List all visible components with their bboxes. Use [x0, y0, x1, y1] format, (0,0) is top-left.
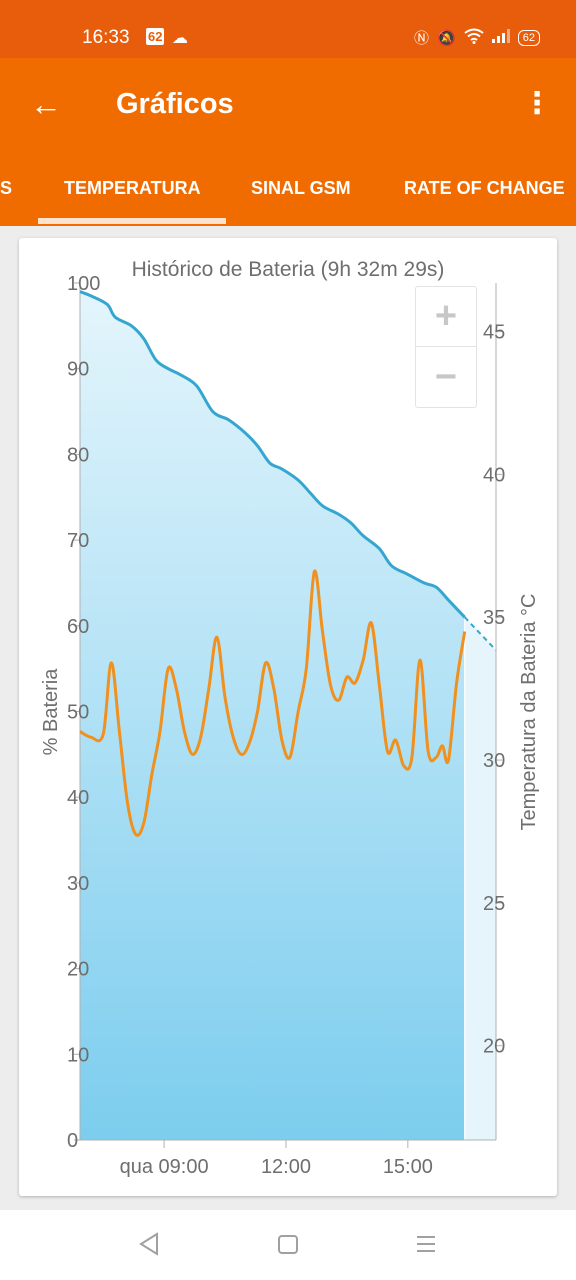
y-tick-label-10: 10	[67, 1044, 89, 1066]
y2-tick-label-20: 20	[483, 1036, 505, 1058]
x-tick-label-2: 15:00	[383, 1156, 433, 1178]
zoom-out-button[interactable]: −	[434, 355, 458, 398]
y2-tick-label-30: 30	[483, 750, 505, 772]
arrow-left-icon[interactable]: ←	[30, 86, 62, 122]
tab-sinal-gsm[interactable]: SINAL GSM	[251, 178, 351, 198]
y2-tick-label-35: 35	[483, 607, 505, 629]
status-time: 16:33	[82, 27, 130, 48]
signal-icon	[491, 28, 510, 47]
page-title: Gráficos	[116, 88, 234, 120]
tab-indicator	[38, 218, 226, 224]
y-tick-label-90: 90	[67, 359, 89, 381]
y-tick-label-40: 40	[67, 787, 89, 809]
nav-home-icon[interactable]	[277, 1232, 299, 1263]
series-temperature-line	[79, 569, 467, 837]
series-battery-line	[79, 290, 466, 619]
nav-menu-icon[interactable]	[415, 1232, 437, 1263]
cloud-icon: ☁	[172, 30, 188, 47]
y-tick-label-50: 50	[67, 702, 89, 724]
status-icons: Ⓝ 🔕 62	[414, 27, 540, 48]
y-tick-label-80: 80	[67, 444, 89, 466]
tab-bar: S TEMPERATURA SINAL GSM RATE OF CHANGE	[0, 152, 576, 226]
bell-off-icon: 🔕	[437, 29, 456, 47]
battery-history-chart[interactable]: 0 10 20 30 40 50 60 70 80 90 100 20 25 30 35 40 45 qua 09…	[19, 238, 557, 1196]
status-bar: 16:33 62 ☁ Ⓝ 🔕 62	[0, 0, 576, 58]
x-tick-label-0: qua 09:00	[120, 1156, 209, 1178]
tab-previous[interactable]: S	[0, 178, 13, 198]
y-tick-label-0: 0	[67, 1130, 78, 1152]
y2-tick-label-25: 25	[483, 893, 505, 915]
y-axis-label: % Bateria	[40, 668, 62, 756]
battery-projection-area	[464, 617, 496, 1140]
y-tick-label-60: 60	[67, 616, 89, 638]
nfc-icon: Ⓝ	[414, 30, 430, 47]
nav-back-icon[interactable]	[138, 1232, 160, 1263]
y-tick-label-70: 70	[67, 530, 89, 552]
notification-badge: 62	[146, 28, 165, 45]
chart-card: 0 10 20 30 40 50 60 70 80 90 100 20 25 30 35 40 45 qua 09…	[19, 238, 557, 1196]
app-bar: ← Gráficos ⋮	[0, 58, 576, 152]
tab-rate-of-change[interactable]: RATE OF CHANGE	[404, 178, 565, 198]
zoom-controls: + −	[415, 286, 477, 408]
y2-tick-label-40: 40	[483, 464, 505, 486]
battery-level: 62	[517, 29, 540, 46]
series-battery-projection	[463, 616, 497, 651]
x-tick-label-1: 12:00	[261, 1156, 311, 1178]
zoom-in-button[interactable]: +	[416, 287, 476, 347]
tab-temperatura[interactable]: TEMPERATURA	[64, 178, 201, 198]
chart-title: Histórico de Bateria (9h 32m 29s)	[132, 258, 445, 281]
y-tick-label-20: 20	[67, 959, 89, 981]
y2-tick-label-45: 45	[483, 322, 505, 344]
y2-axis-label: Temperatura da Bateria °C	[518, 593, 540, 830]
more-vert-icon[interactable]: ⋮	[522, 87, 552, 120]
y-tick-label-100: 100	[67, 273, 100, 295]
wifi-icon	[464, 28, 484, 48]
battery-area	[80, 291, 465, 1141]
system-nav-bar	[0, 1210, 576, 1280]
y-tick-label-30: 30	[67, 873, 89, 895]
